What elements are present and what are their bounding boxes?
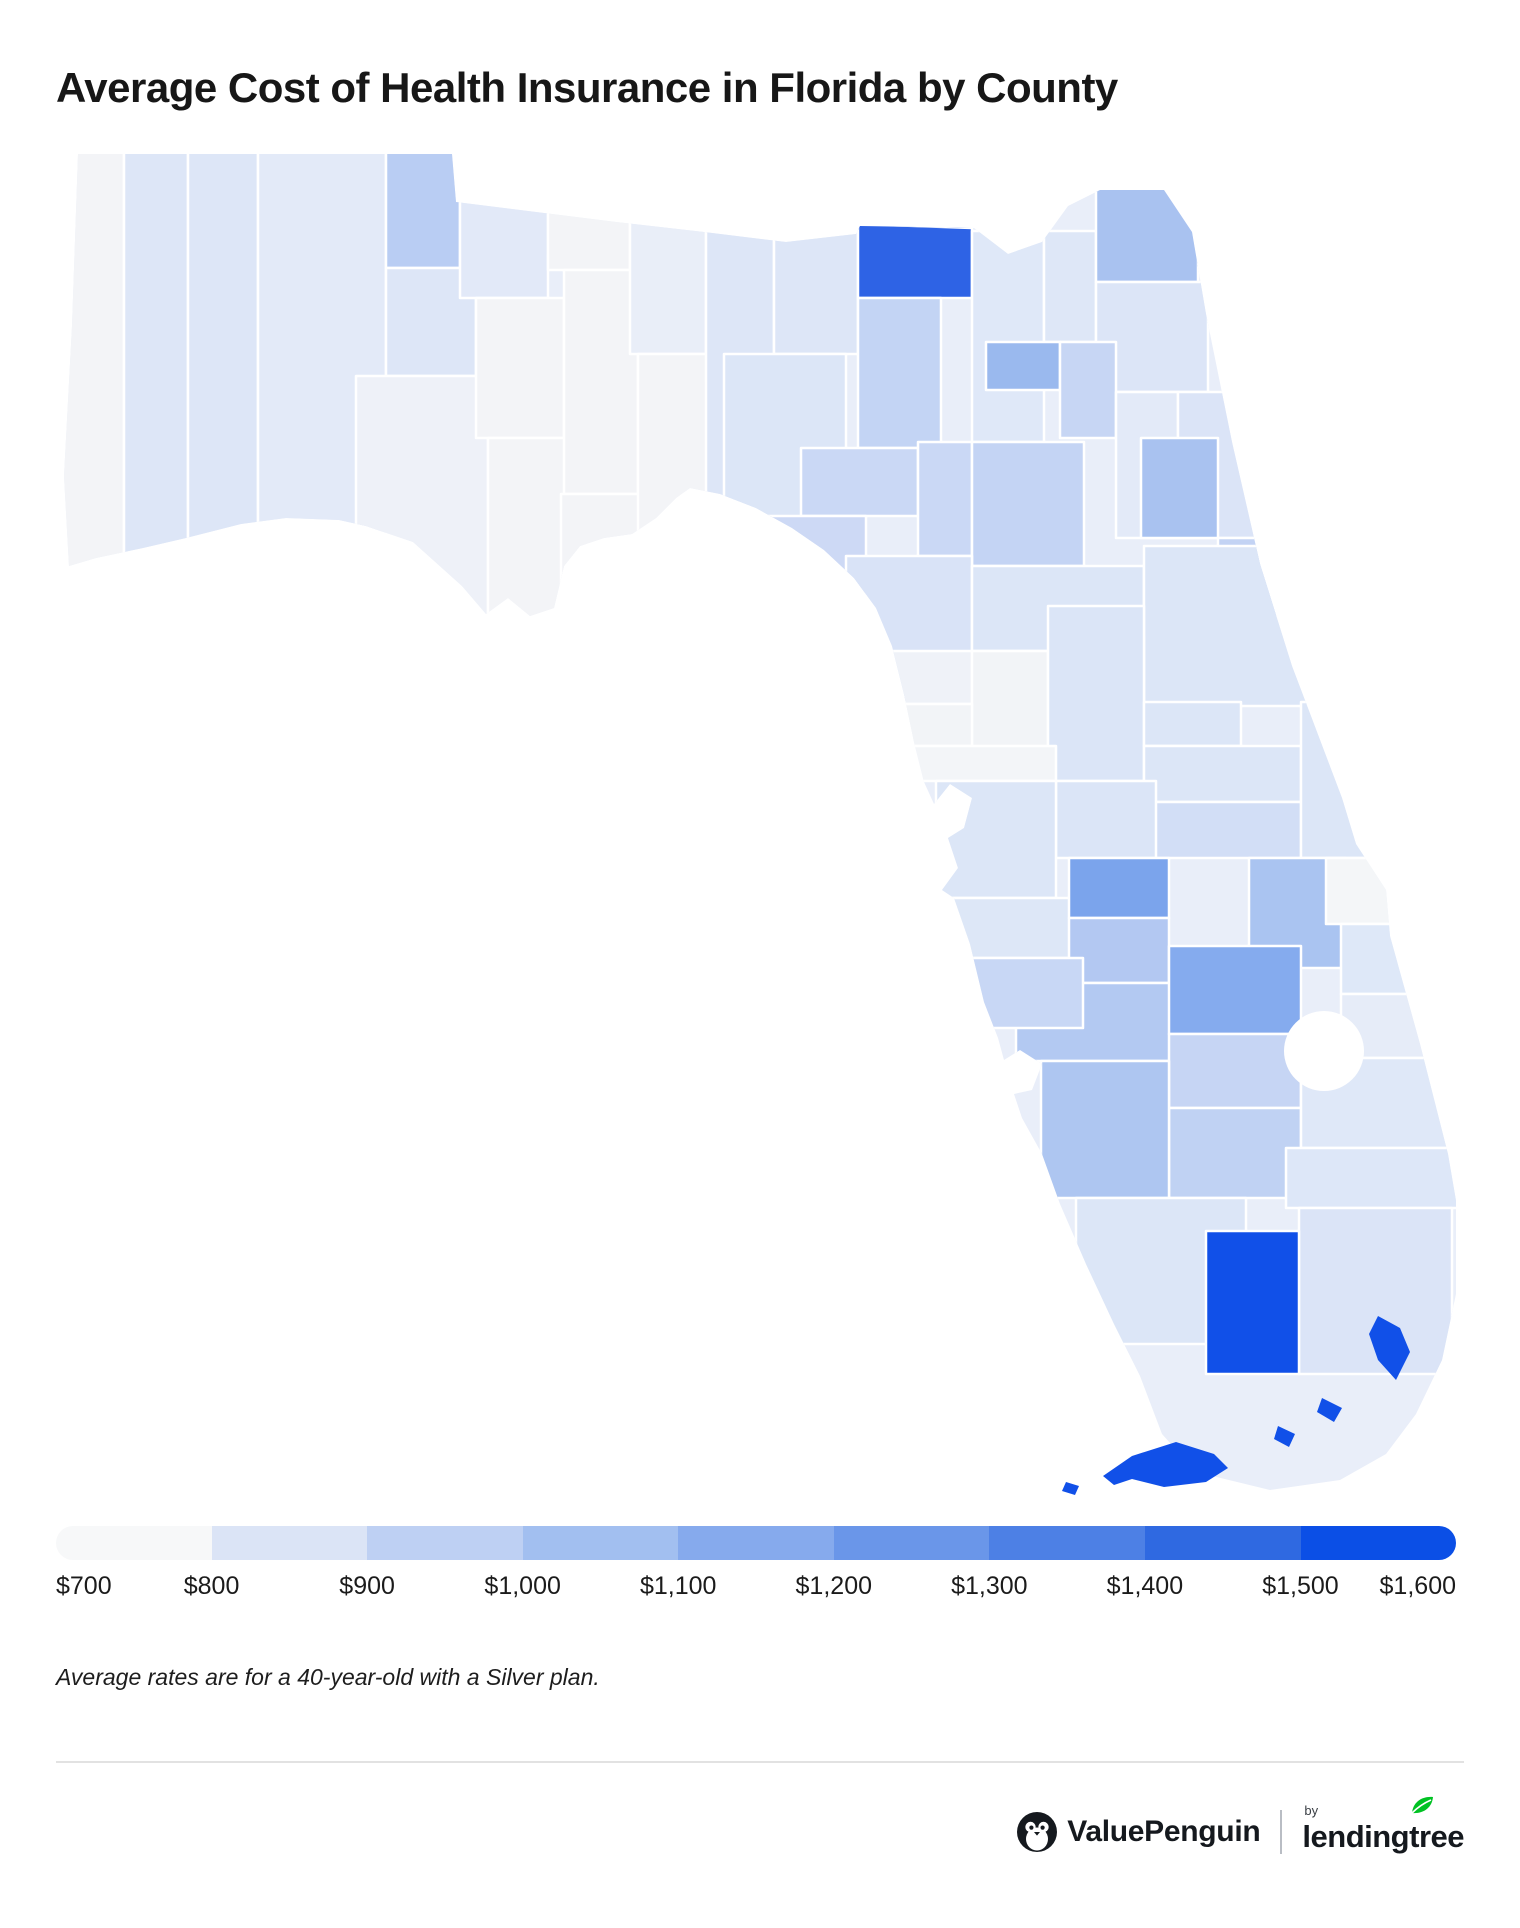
legend-label-5: $1,100 [639,1572,717,1600]
byline-text: by [1304,1803,1319,1818]
county-region-region-05 [384,154,462,270]
county-region-region-20 [856,296,943,450]
leaf-icon [1411,1796,1434,1814]
legend-label-3: $900 [339,1572,395,1600]
county-region-region-02 [122,154,190,598]
county-region-region-55 [1167,944,1303,1036]
brand-footer: ValuePenguin by lendingtree [56,1796,1464,1855]
county-region-region-41 [862,702,974,748]
county-region-region-34 [970,440,1086,568]
county-region-region-23 [1094,186,1200,284]
county-region-region-59 [1167,1032,1303,1110]
county-region-region-66 [1204,1229,1301,1376]
county-region-region-01 [64,154,126,598]
county-region-region-31 [799,446,920,518]
legend-labels: $700 $800 $900 $1,000 $1,100 $1,200 $1,300 $1,4… [56,1572,1456,1606]
keys-middle-2 [1274,1426,1295,1447]
county-region-region-29 [1139,436,1220,540]
county-region-region-62 [1284,1146,1456,1210]
legend-segment-6 [833,1526,990,1560]
county-region-region-43 [1142,700,1243,748]
county-region-region-25 [984,340,1062,392]
keys-west-speck [1062,1482,1079,1495]
county-region-region-44 [1142,744,1303,804]
county-region-region-40 [1046,604,1146,783]
legend-segment-8 [1144,1526,1301,1560]
valuepenguin-wordmark: ValuePenguin [1067,1815,1261,1848]
legend-segment-1 [56,1526,212,1560]
county-region-region-50 [1067,856,1171,920]
county-region-region-17 [772,214,860,356]
logo-separator [1280,1810,1283,1854]
county-region-region-21 [970,229,1046,444]
legend-segment-9 [1300,1526,1456,1560]
keys-lower [1103,1442,1228,1487]
legend-label-8: $1,400 [1106,1572,1184,1600]
lendingtree-wordmark: lendingtree [1302,1819,1464,1854]
county-region-region-33 [916,440,974,558]
county-region-region-19 [856,222,974,300]
choropleth-map-svg [64,154,1456,1495]
legend-segment-4 [522,1526,679,1560]
legend-color-bar [56,1526,1456,1560]
legend-segment-7 [989,1526,1145,1560]
lake-okeechobee [1284,1011,1364,1091]
county-region-region-14 [628,184,708,356]
florida-county-map [56,146,1456,1510]
penguin-icon [1017,1812,1058,1852]
legend-label-7: $1,300 [951,1572,1028,1600]
county-region-region-11 [546,160,632,272]
lendingtree-logo: by lendingtree [1302,1796,1464,1855]
county-region-region-37 [1142,544,1353,708]
county-region-region-53 [942,956,1085,1030]
divider-line [56,1761,1464,1763]
county-region-region-60 [1167,1106,1303,1200]
county-region-region-03 [186,154,260,588]
valuepenguin-logo: ValuePenguin [1016,1811,1261,1853]
county-region-region-47 [1054,779,1158,860]
county-region-region-26 [1058,340,1118,440]
county-region-region-12 [562,268,640,496]
county-region-region-63 [1039,1059,1171,1200]
county-region-region-45 [1142,800,1303,860]
page-title: Average Cost of Health Insurance in Flor… [56,64,1118,111]
county-region-region-09 [474,296,566,440]
county-region-region-22 [1042,229,1098,344]
footnote: Average rates are for a 40-year-old with… [56,1664,600,1690]
county-region-region-56 [1324,856,1443,926]
county-region-region-08 [458,154,550,300]
legend-segment-5 [678,1526,834,1560]
legend-label-4: $1,000 [484,1572,561,1600]
county-region-region-48 [934,779,1058,900]
county-region-region-57 [1339,922,1453,996]
legend-segment-2 [211,1526,368,1560]
county-region-region-07 [354,374,490,628]
county-region-region-38 [862,649,974,706]
legend-label-1: $700 [56,1572,112,1600]
legend-label-9: $1,500 [1262,1572,1339,1600]
county-region-region-46 [1299,700,1410,860]
county-region-region-49 [934,896,1085,960]
legend-segment-3 [367,1526,523,1560]
county-region-region-42 [872,744,1058,783]
color-scale-legend: $700 $800 $900 $1,000 $1,100 $1,200 $1,300 $1,4… [56,1526,1456,1606]
infographic-page: Average Cost of Health Insurance in Flor… [56,64,1464,1855]
legend-label-2: $800 [183,1572,240,1600]
keys-upper [1369,1316,1410,1380]
keys-middle-1 [1317,1398,1342,1422]
legend-label-6: $1,200 [795,1572,872,1600]
legend-label-10: $1,600 [1379,1572,1456,1600]
